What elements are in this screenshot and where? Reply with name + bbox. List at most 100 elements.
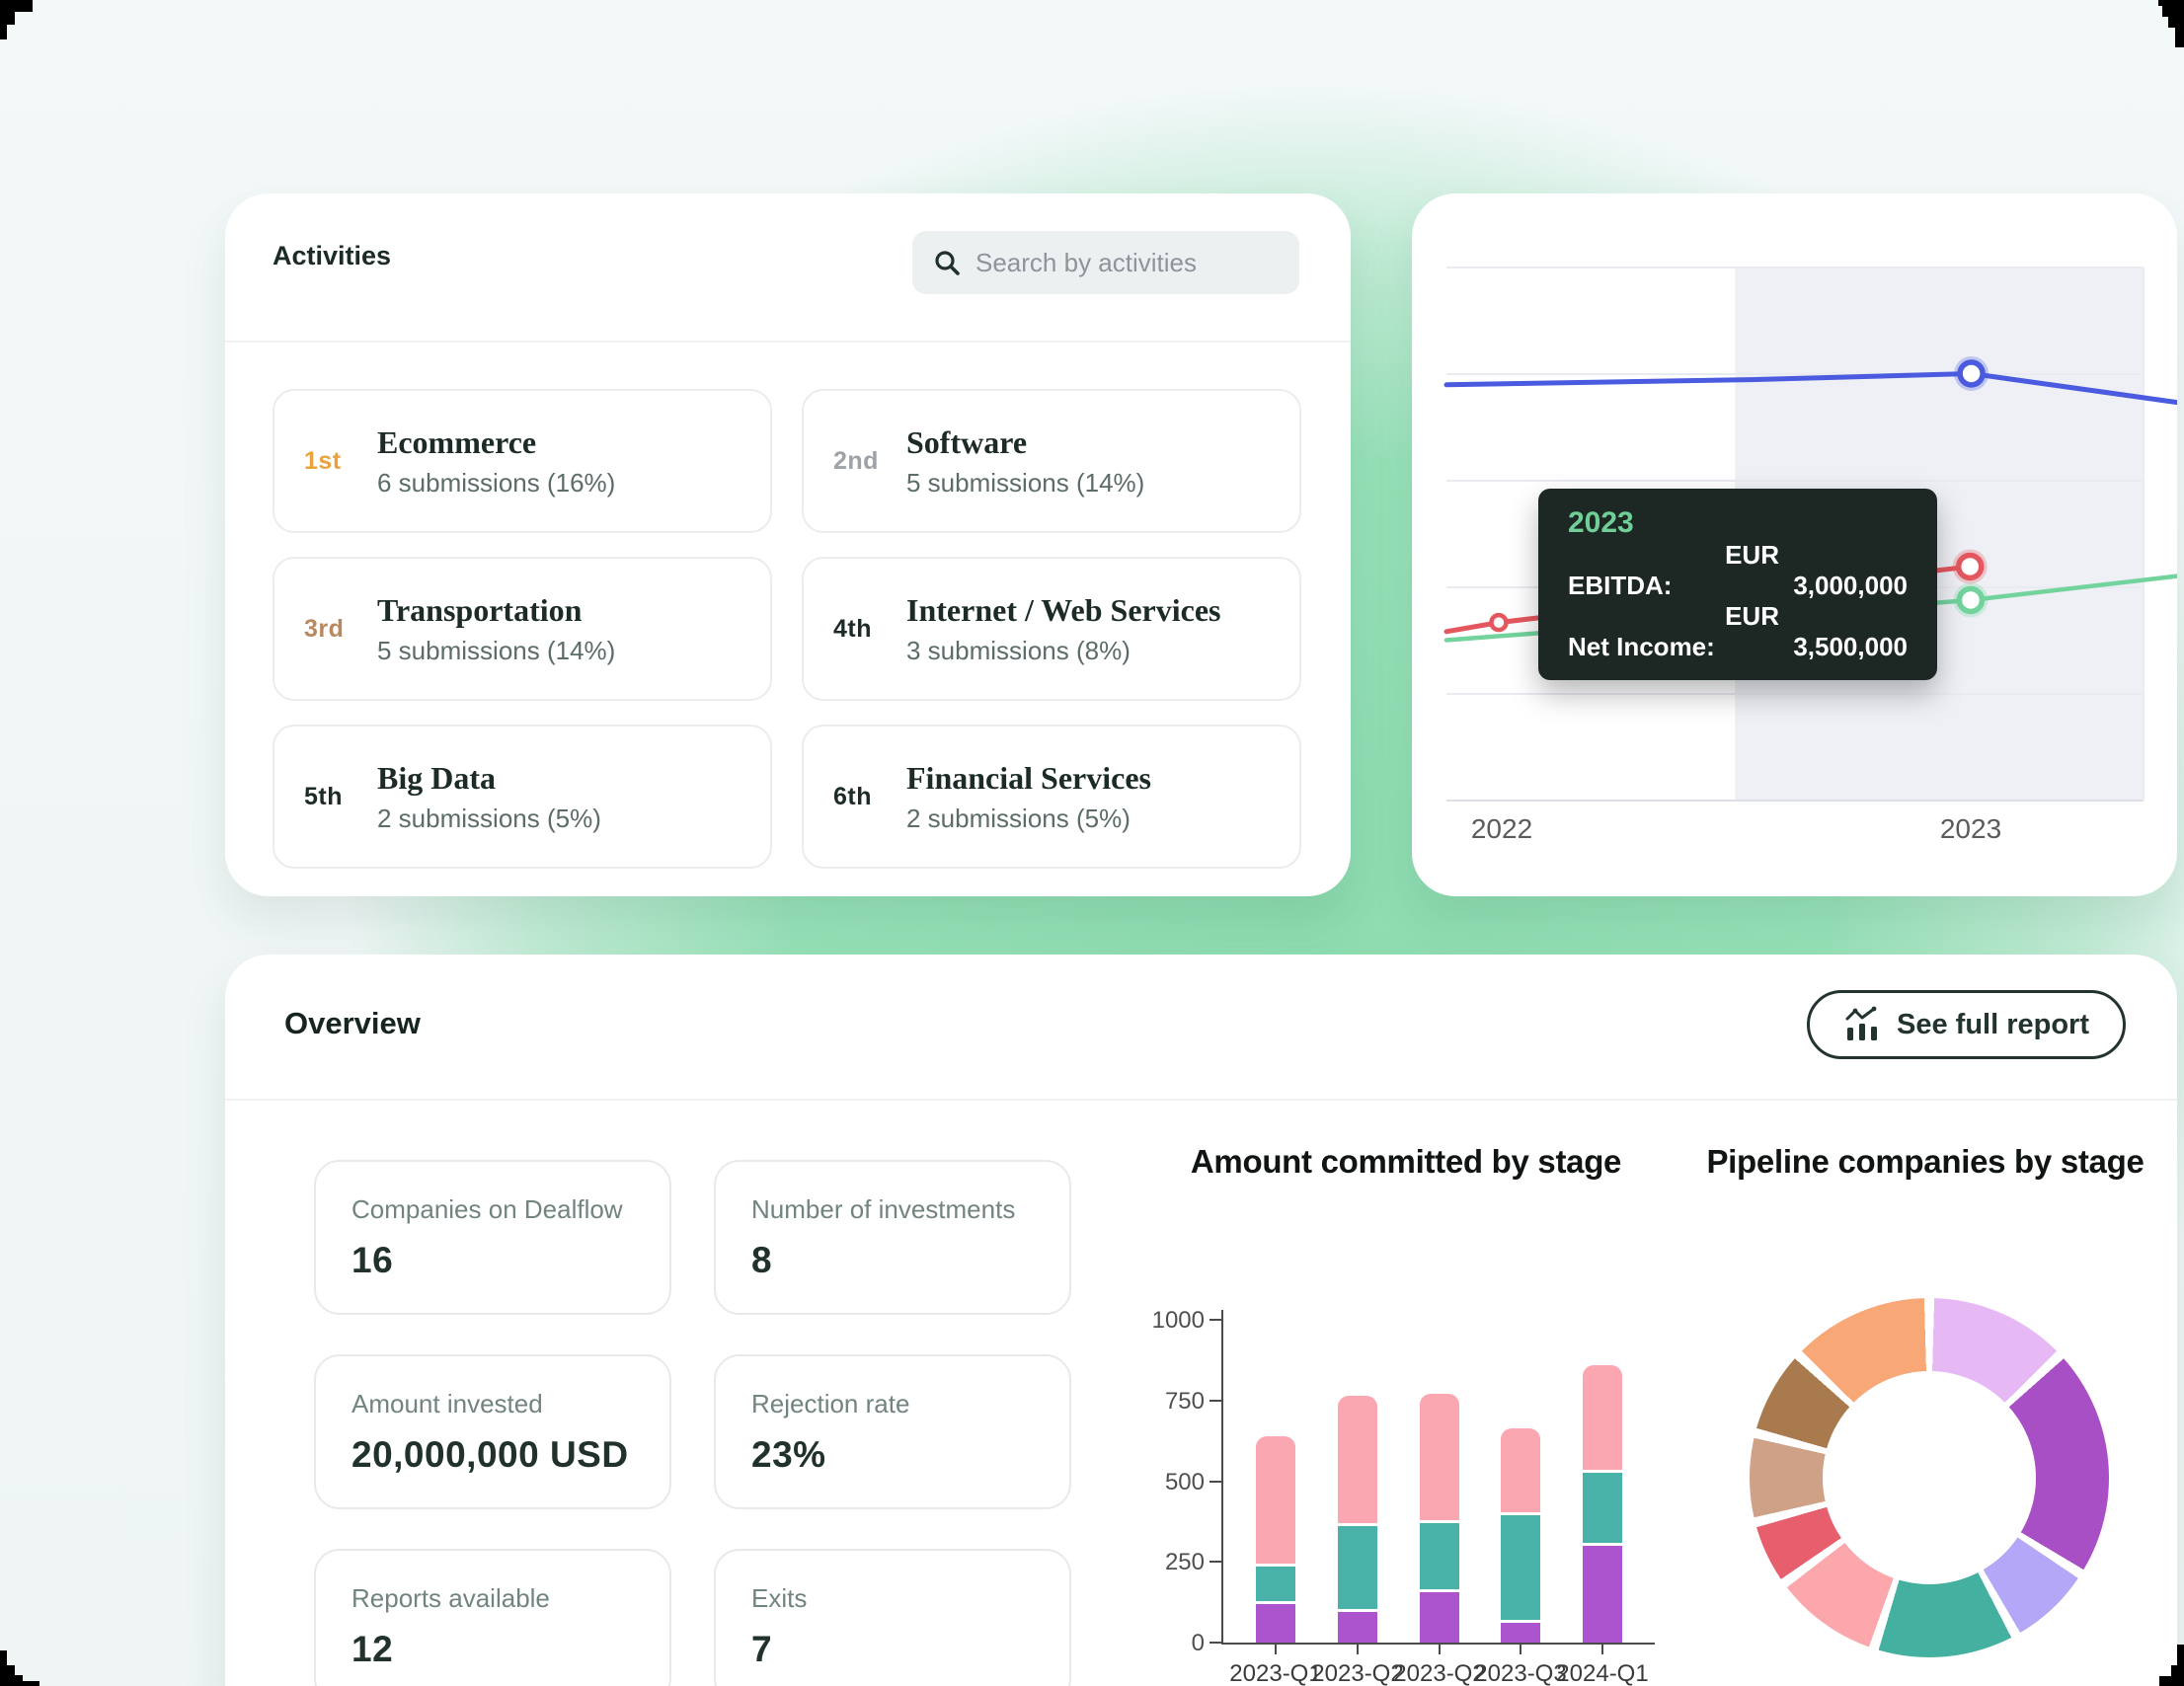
bar-segment-middle-segment <box>1420 1523 1459 1593</box>
stat-tile-reports-available: Reports available 12 <box>314 1549 671 1686</box>
divider <box>225 341 1351 343</box>
y-axis-line <box>1221 1310 1223 1645</box>
rank-badge: 3rd <box>304 614 345 643</box>
bar-2023-Q1[interactable] <box>1256 1435 1295 1643</box>
screen-corner-artifact-bottom-left <box>0 1650 39 1686</box>
x-category-label: 2023-Q1 <box>1229 1660 1322 1686</box>
activities-title: Activities <box>273 241 392 270</box>
y-tick-mark <box>1209 1480 1221 1483</box>
tooltip-value-ebitda: 3,000,000 <box>1793 571 1908 600</box>
see-full-report-label: See full report <box>1897 1008 2089 1040</box>
rank-badge: 6th <box>833 782 872 810</box>
search-placeholder: Search by activities <box>975 247 1197 277</box>
bar-segment-top-segment <box>1583 1364 1622 1474</box>
stat-value: 12 <box>351 1628 394 1669</box>
bar-segment-bottom-segment <box>1420 1592 1459 1643</box>
see-full-report-button[interactable]: See full report <box>1807 990 2126 1059</box>
activity-item-transportation[interactable]: 3rd Transportation 5 submissions (14%) <box>273 557 772 701</box>
overview-card: Overview See full report Companies on De… <box>225 955 2177 1686</box>
search-icon <box>935 251 960 275</box>
activity-submissions: 3 submissions (8%) <box>906 635 1131 665</box>
tooltip-value-net-income: 3,500,000 <box>1793 632 1908 661</box>
rank-badge: 4th <box>833 614 872 643</box>
y-tick-label: 250 <box>1164 1549 1205 1576</box>
stat-label: Exits <box>751 1582 808 1613</box>
y-tick-mark <box>1209 1319 1221 1321</box>
x-axis-label-2023: 2023 <box>1939 813 2002 844</box>
donut-hole <box>1823 1371 2036 1584</box>
stat-tile-exits: Exits 7 <box>714 1549 1071 1686</box>
y-tick-label: 1000 <box>1151 1307 1205 1334</box>
tooltip-label-net-income: Net Income: <box>1568 632 1715 661</box>
search-input[interactable]: Search by activities <box>912 231 1299 294</box>
stat-tile-number-of-investments: Number of investments 8 <box>714 1160 1071 1315</box>
stat-tile-amount-invested: Amount invested 20,000,000 USD <box>314 1354 671 1509</box>
donut-chart-title: Pipeline companies by stage <box>1706 1143 2145 1180</box>
activity-item-internet-web-services[interactable]: 4th Internet / Web Services 3 submission… <box>802 557 1301 701</box>
bar-segment-bottom-segment <box>1256 1603 1295 1643</box>
rank-badge: 1st <box>304 446 342 475</box>
activity-name: Internet / Web Services <box>906 591 1221 628</box>
tooltip-currency: EUR <box>1725 540 1779 570</box>
bar-segment-middle-segment <box>1583 1473 1622 1546</box>
bar-2023-Q3[interactable] <box>1501 1427 1540 1643</box>
activity-name: Financial Services <box>906 759 1151 796</box>
screen-corner-artifact-top-left <box>0 0 33 39</box>
x-tick-mark <box>1439 1645 1441 1654</box>
x-axis-line <box>1221 1643 1655 1645</box>
rank-badge: 5th <box>304 782 343 810</box>
chart-tooltip: 2023 EUR EBITDA: 3,000,000 EUR Net Incom… <box>1538 489 1937 680</box>
stat-value: 16 <box>351 1239 394 1280</box>
y-tick-mark <box>1209 1642 1221 1644</box>
stat-value: 20,000,000 USD <box>351 1433 629 1475</box>
x-tick-mark <box>1275 1645 1277 1654</box>
stat-value: 23% <box>751 1433 826 1475</box>
tooltip-label-ebitda: EBITDA: <box>1568 571 1673 600</box>
activity-item-big-data[interactable]: 5th Big Data 2 submissions (5%) <box>273 725 772 869</box>
stat-value: 7 <box>751 1628 773 1669</box>
y-tick-label: 0 <box>1191 1630 1205 1656</box>
bar-segment-bottom-segment <box>1583 1545 1622 1643</box>
bar-2023-Q2[interactable] <box>1338 1395 1377 1643</box>
financials-line-chart-card: 2022 2023 2023 EUR EBITDA: 3,000,000 EUR… <box>1412 193 2177 896</box>
bar-2023-Q2[interactable] <box>1420 1394 1459 1643</box>
activity-submissions: 6 submissions (16%) <box>377 467 616 498</box>
x-axis-label-2022: 2022 <box>1470 813 1533 844</box>
bar-segment-bottom-segment <box>1501 1623 1540 1643</box>
bar-chart-title: Amount committed by stage <box>1190 1143 1622 1180</box>
activity-item-software[interactable]: 2nd Software 5 submissions (14%) <box>802 389 1301 533</box>
overview-title: Overview <box>284 1006 421 1040</box>
bar-2024-Q1[interactable] <box>1583 1364 1622 1643</box>
bar-segment-middle-segment <box>1338 1526 1377 1612</box>
activity-submissions: 2 submissions (5%) <box>377 803 601 833</box>
bar-segment-bottom-segment <box>1338 1611 1377 1643</box>
stat-tile-rejection-rate: Rejection rate 23% <box>714 1354 1071 1509</box>
x-category-label: 2023-Q2 <box>1311 1660 1404 1686</box>
bar-segment-top-segment <box>1338 1395 1377 1527</box>
activity-name: Transportation <box>377 591 583 628</box>
activity-item-ecommerce[interactable]: 1st Ecommerce 6 submissions (16%) <box>273 389 772 533</box>
x-tick-mark <box>1520 1645 1521 1654</box>
x-category-label: 2023-Q3 <box>1474 1660 1567 1686</box>
y-tick-mark <box>1209 1561 1221 1564</box>
x-category-label: 2023-Q2 <box>1393 1660 1486 1686</box>
report-chart-icon <box>1845 1006 1877 1040</box>
activity-name: Ecommerce <box>377 423 537 460</box>
stat-tile-companies-on-dealflow: Companies on Dealflow 16 <box>314 1160 671 1315</box>
stat-label: Reports available <box>351 1582 550 1613</box>
tooltip-currency: EUR <box>1725 601 1779 631</box>
bar-segment-top-segment <box>1501 1427 1540 1515</box>
stats-grid: Companies on Dealflow 16 Number of inves… <box>314 1160 1071 1686</box>
screen-corner-artifact-top-right <box>2158 0 2184 47</box>
y-tick-label: 750 <box>1164 1387 1205 1415</box>
activities-list: 1st Ecommerce 6 submissions (16%) 2nd So… <box>273 389 1301 869</box>
bar-segment-top-segment <box>1420 1394 1459 1524</box>
x-tick-mark <box>1357 1645 1359 1654</box>
bar-segment-middle-segment <box>1256 1567 1295 1604</box>
tooltip-year: 2023 <box>1568 506 1634 539</box>
stat-value: 8 <box>751 1239 773 1280</box>
activity-submissions: 5 submissions (14%) <box>377 635 616 665</box>
x-tick-mark <box>1601 1645 1603 1654</box>
activity-item-financial-services[interactable]: 6th Financial Services 2 submissions (5%… <box>802 725 1301 869</box>
stat-label: Number of investments <box>751 1193 1016 1224</box>
